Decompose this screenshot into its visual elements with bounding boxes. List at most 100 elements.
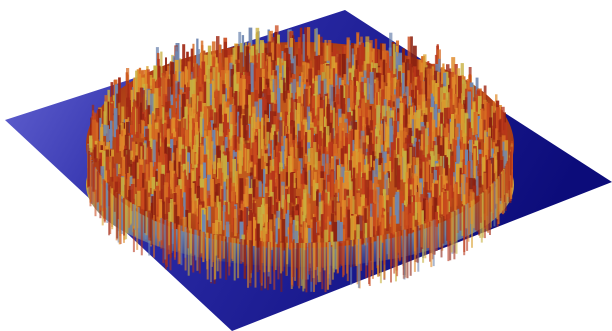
rim-spike [263,242,265,273]
spike [315,152,318,170]
spike [367,78,369,100]
spike [393,44,396,74]
spike [189,124,192,150]
rim-spike [157,217,159,247]
rim-spike [199,231,201,274]
spike [339,54,342,76]
spike [342,54,346,78]
spike [313,180,316,201]
spike [215,220,219,234]
rim-spike [350,240,352,267]
spike [148,181,150,193]
spike [137,191,141,207]
rim-spike [214,235,216,280]
rim-spike [415,226,417,255]
spike [303,34,305,61]
rim-spike [222,236,224,259]
rim-spike [451,212,453,252]
rim-spike [232,238,234,261]
rim-spike [210,234,212,282]
spike [220,77,222,104]
rim-spike [202,232,204,262]
spike [148,197,150,211]
rim-spike [132,204,134,226]
rim-spike [324,242,326,270]
rim-spike [240,239,242,260]
rim-spike [322,242,324,267]
rim-spike [296,243,298,268]
rim-spike [368,238,370,285]
rim-spike [108,185,110,235]
spike [340,222,343,243]
spike [298,48,301,66]
spike [499,119,501,137]
spike [218,72,220,90]
rim-spike [187,228,189,249]
rim-spike [174,223,176,257]
spike [189,188,192,213]
spike [370,72,374,104]
spike [454,184,456,212]
spike [200,188,204,201]
spike [479,119,482,139]
rim-spike [184,227,186,258]
spike [208,207,211,227]
spike [194,201,196,215]
rim-spike [225,237,227,280]
spike [152,113,154,142]
rim-spike [336,242,338,270]
rim-spike [407,229,409,278]
spike [165,102,168,112]
rim-spike [138,207,140,232]
rim-spike [164,220,166,260]
rim-spike [316,243,318,267]
rim-spike [97,172,99,202]
spike [358,162,361,190]
rim-spike [192,229,194,272]
rim-spike [346,241,348,274]
surface-render [0,0,612,331]
rim-spike [353,240,355,267]
spike [421,210,424,224]
spike [255,187,259,199]
spike [227,175,229,204]
spike [386,200,389,231]
spike [136,107,139,139]
rim-spike [342,241,344,277]
rim-spike [153,215,155,258]
rim-spike [114,191,116,212]
rim-spike [366,238,368,266]
spike [278,174,280,201]
rim-spike [293,243,295,277]
spike [133,110,135,138]
rim-spike [387,234,389,254]
rim-spike [130,203,132,224]
spike [219,221,222,234]
rim-spike [121,196,123,234]
rim-spike [219,236,221,279]
rim-spike [359,239,361,264]
rim-spike [160,218,162,240]
rim-spike [286,243,288,264]
spike [321,81,324,98]
rim-spike [247,240,249,288]
rim-spike [308,243,310,275]
spike [373,226,375,237]
rim-spike [502,170,504,203]
spike [258,159,261,181]
spike [94,145,96,163]
spike [476,176,479,196]
spike [393,215,396,234]
rim-spike [162,219,164,263]
rim-spike [460,208,462,231]
spike [337,220,340,242]
spike [116,129,119,152]
spike [429,198,432,222]
spike [110,121,113,149]
rim-spike [87,145,89,187]
rim-spike [123,198,125,236]
rim-spike [468,203,470,234]
rim-spike [217,235,219,258]
rim-spike [207,233,209,280]
spike [276,218,278,244]
